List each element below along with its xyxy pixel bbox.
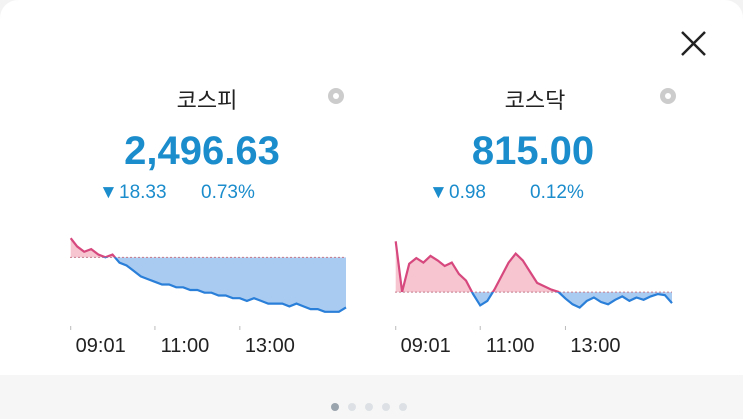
pager-dot[interactable] bbox=[331, 403, 339, 411]
index-value: 815.00 bbox=[472, 129, 594, 173]
x-tick-label: 09:01 bbox=[76, 335, 126, 357]
pager-dot[interactable] bbox=[382, 403, 390, 411]
card bbox=[0, 0, 743, 375]
x-tick-label: 11:00 bbox=[161, 335, 210, 357]
line-up bbox=[394, 241, 561, 293]
close-button[interactable] bbox=[681, 31, 706, 56]
pager bbox=[331, 403, 407, 411]
line-down bbox=[402, 292, 673, 309]
area-up bbox=[70, 238, 115, 258]
pager-dot[interactable] bbox=[365, 403, 373, 411]
index-name: 코스닥 bbox=[505, 89, 566, 114]
pager-dot[interactable] bbox=[399, 403, 407, 411]
x-tick-label: 11:00 bbox=[486, 335, 535, 357]
index-name: 코스피 bbox=[177, 89, 238, 114]
down-arrow: ▼ bbox=[99, 182, 118, 203]
x-tick-label: 09:01 bbox=[401, 335, 451, 357]
percent: 0.12% bbox=[530, 182, 584, 203]
x-tick-label: 13:00 bbox=[245, 335, 295, 357]
change: 0.98 bbox=[449, 182, 486, 203]
index-value: 2,496.63 bbox=[124, 129, 280, 173]
area-down bbox=[70, 257, 346, 312]
down-arrow: ▼ bbox=[429, 182, 448, 203]
settings-icon[interactable] bbox=[328, 88, 344, 104]
pager-dot[interactable] bbox=[348, 403, 356, 411]
footer-strip bbox=[0, 375, 743, 419]
x-tick-label: 13:00 bbox=[570, 335, 620, 357]
settings-icon[interactable] bbox=[660, 88, 676, 104]
area-up bbox=[395, 241, 672, 293]
percent: 0.73% bbox=[201, 182, 255, 203]
change: 18.33 bbox=[119, 182, 167, 203]
line-down bbox=[102, 257, 347, 313]
